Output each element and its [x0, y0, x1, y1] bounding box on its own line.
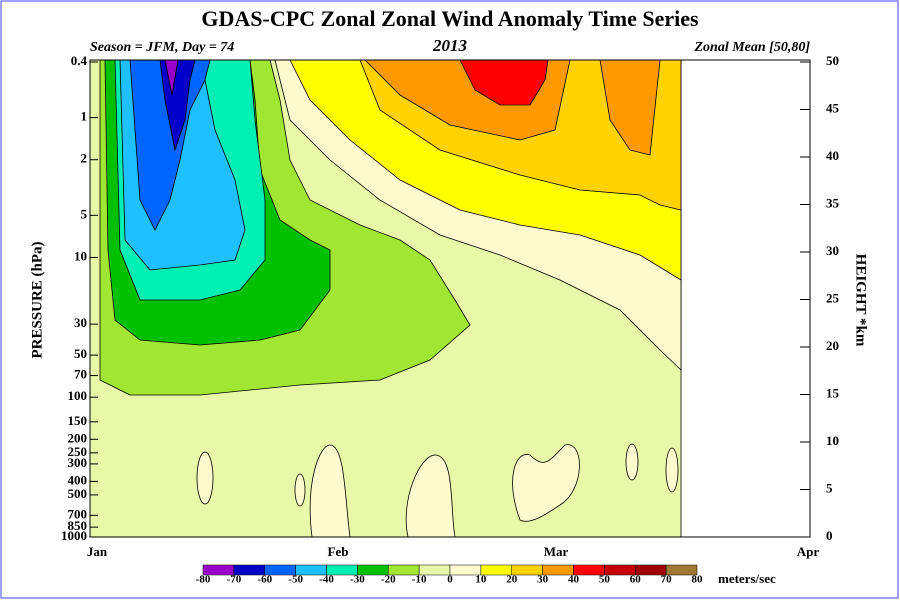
- subtitle-left: Season = JFM, Day = 74: [90, 40, 234, 55]
- y-tick-label: 200: [68, 430, 88, 445]
- y-tick-label: 5: [81, 206, 88, 221]
- y-tick-label: 10: [74, 248, 87, 263]
- colorbar-label: meters/sec: [718, 571, 776, 586]
- contour-band: [625, 443, 639, 481]
- colorbar-box: [665, 564, 698, 576]
- chart-title: GDAS-CPC Zonal Zonal Wind Anomaly Time S…: [201, 6, 699, 31]
- x-tick-label: Jan: [87, 544, 108, 559]
- contour-band: [294, 473, 306, 507]
- colorbar-tick-label: 30: [537, 574, 549, 586]
- colorbar-tick-label: -30: [350, 574, 365, 586]
- y-tick-label: 100: [68, 388, 88, 403]
- y-tick-label: 1: [81, 109, 88, 124]
- colorbar-tick-label: 70: [661, 574, 673, 586]
- colorbar-tick-label: 10: [475, 574, 487, 586]
- colorbar-tick-label: -40: [319, 574, 334, 586]
- colorbar-tick-label: -10: [412, 574, 427, 586]
- subtitle-center: 2013: [432, 36, 468, 55]
- y2-tick-label: 20: [826, 338, 839, 353]
- y-tick-label: 250: [68, 444, 88, 459]
- x-tick-label: Apr: [797, 544, 820, 559]
- y-tick-label: 2: [81, 151, 88, 166]
- y2-tick-label: 40: [826, 148, 839, 163]
- x-tick-label: Mar: [544, 544, 569, 559]
- y2-tick-label: 0: [826, 528, 833, 543]
- colorbar-tick-label: 40: [568, 574, 580, 586]
- y2-tick-label: 50: [826, 53, 839, 68]
- y-tick-label: 850: [68, 518, 88, 533]
- contour-band: [665, 447, 679, 493]
- y-tick-label: 0.4: [71, 53, 88, 68]
- contour-band: [129, 59, 211, 231]
- colorbar-tick-label: -20: [381, 574, 396, 586]
- contour-band: [196, 451, 214, 505]
- y-tick-label: 150: [68, 413, 88, 428]
- colorbar-tick-label: -70: [227, 574, 242, 586]
- y-tick-label: 500: [68, 486, 88, 501]
- y-tick-label: 70: [74, 367, 87, 382]
- y2-axis-label: HEIGHT *km: [853, 254, 869, 347]
- y-axis-label: PRESSURE (hPa): [29, 241, 45, 358]
- y2-tick-label: 45: [826, 100, 840, 115]
- y-tick-label: 50: [74, 346, 87, 361]
- colorbar-tick-label: 80: [692, 574, 704, 586]
- y-tick-label: 400: [68, 472, 88, 487]
- y2-tick-label: 30: [826, 243, 839, 258]
- plot-frame: [89, 59, 811, 538]
- colorbar-tick-label: 20: [506, 574, 518, 586]
- y2-tick-label: 25: [826, 290, 840, 305]
- y2-tick-label: 10: [826, 433, 839, 448]
- contour-band: [405, 454, 456, 538]
- y2-tick-label: 15: [826, 385, 840, 400]
- y-tick-label: 1000: [61, 528, 87, 543]
- y-tick-label: 30: [74, 315, 87, 330]
- colorbar-tick-label: 0: [447, 574, 453, 586]
- contour-band: [309, 444, 351, 538]
- contour-band: [512, 444, 580, 522]
- colorbar-tick-label: -50: [288, 574, 303, 586]
- colorbar-tick-label: 60: [630, 574, 642, 586]
- y-tick-label: 700: [68, 506, 88, 521]
- x-tick-label: Feb: [328, 544, 349, 559]
- colorbar-tick-label: 50: [599, 574, 611, 586]
- y2-tick-label: 35: [826, 195, 840, 210]
- y2-tick-label: 5: [826, 480, 833, 495]
- colorbar-tick-label: -80: [196, 574, 211, 586]
- colorbar-tick-label: -60: [257, 574, 272, 586]
- contour-field: [89, 59, 682, 538]
- y-tick-label: 300: [68, 455, 88, 470]
- subtitle-right: Zonal Mean [50,80]: [694, 40, 811, 55]
